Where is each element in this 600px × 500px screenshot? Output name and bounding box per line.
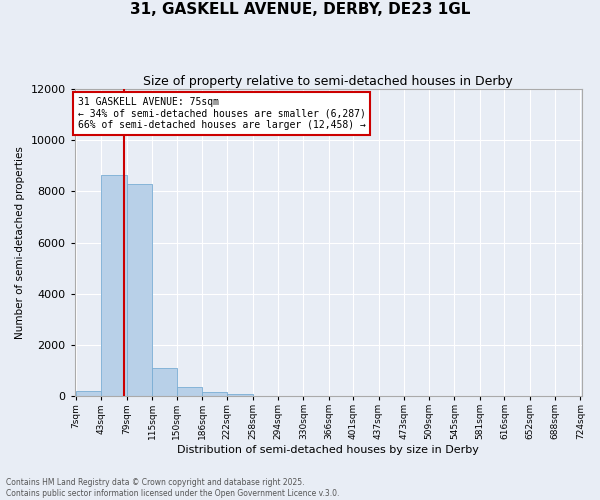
Bar [202,392,227,396]
Bar [127,184,152,396]
Title: Size of property relative to semi-detached houses in Derby: Size of property relative to semi-detach… [143,75,513,88]
Bar [152,368,176,396]
Text: 31 GASKELL AVENUE: 75sqm
← 34% of semi-detached houses are smaller (6,287)
66% o: 31 GASKELL AVENUE: 75sqm ← 34% of semi-d… [77,97,365,130]
Text: 31, GASKELL AVENUE, DERBY, DE23 1GL: 31, GASKELL AVENUE, DERBY, DE23 1GL [130,2,470,18]
Text: Contains HM Land Registry data © Crown copyright and database right 2025.
Contai: Contains HM Land Registry data © Crown c… [6,478,340,498]
Bar [176,387,202,396]
Bar [101,175,127,396]
Bar [76,391,101,396]
Bar [227,394,253,396]
Y-axis label: Number of semi-detached properties: Number of semi-detached properties [15,146,25,339]
X-axis label: Distribution of semi-detached houses by size in Derby: Distribution of semi-detached houses by … [178,445,479,455]
